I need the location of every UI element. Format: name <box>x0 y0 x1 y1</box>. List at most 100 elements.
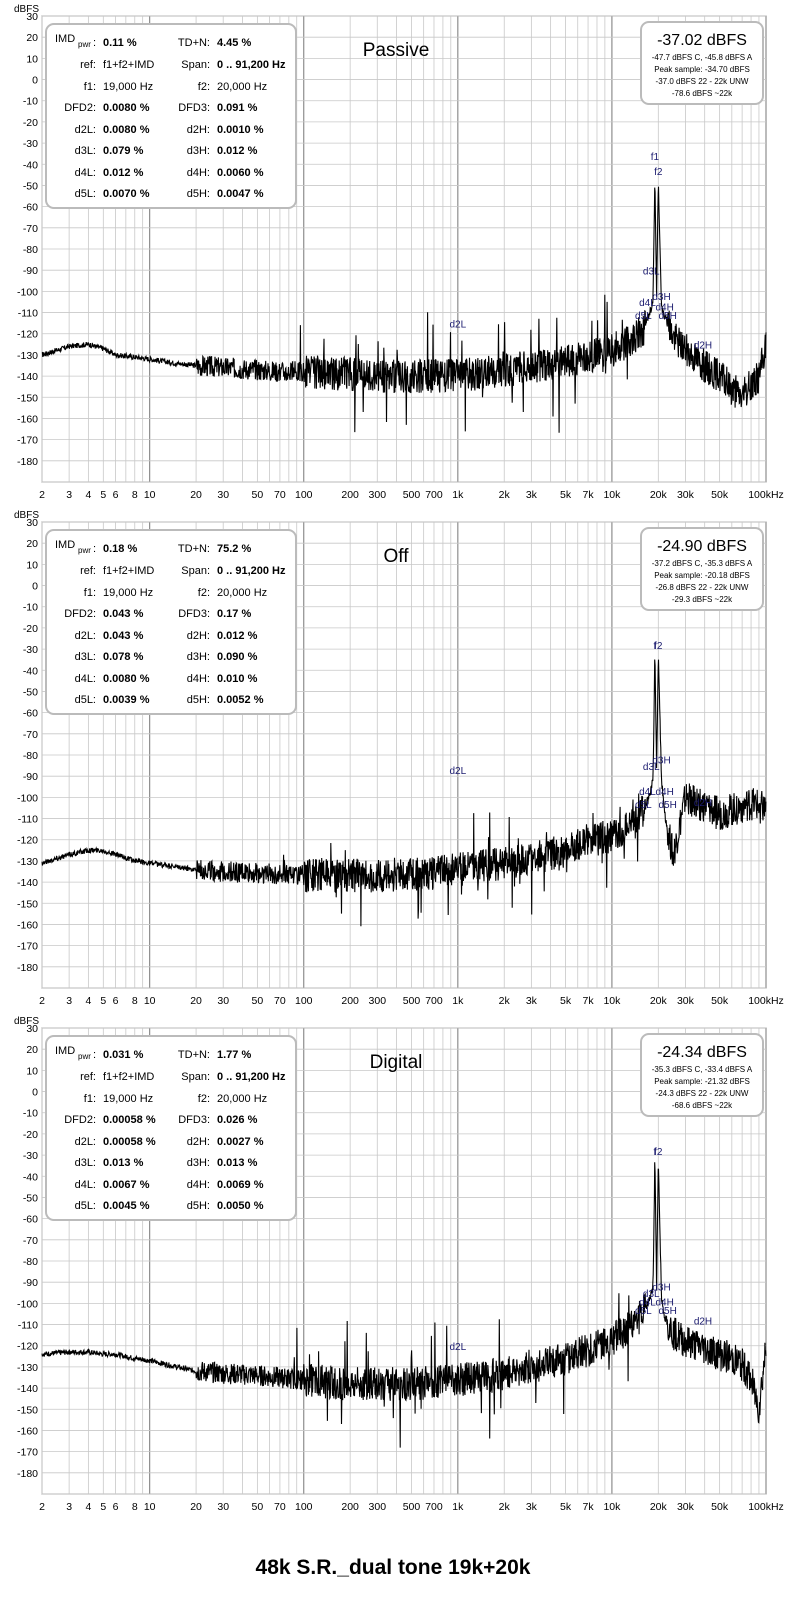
stat-value: f1+f2+IMD <box>103 59 154 71</box>
marker-d5h: d5H <box>658 800 676 811</box>
level-box: -37.02 dBFS -47.7 dBFS C, -45.8 dBFS A Pea… <box>640 21 764 105</box>
stat-label: d5H: <box>187 1200 210 1212</box>
x-tick-label: 10k <box>603 489 621 501</box>
stat-value: 0.0069 % <box>217 1179 264 1191</box>
stat-value: 75.2 % <box>217 543 251 555</box>
stat-label: d4H: <box>187 673 210 685</box>
marker-d3h: d3H <box>652 1283 670 1294</box>
marker-f: f <box>653 641 656 652</box>
y-tick-label: -40 <box>23 159 38 171</box>
y-tick-label: -80 <box>23 750 38 762</box>
x-tick-label: 7k <box>583 1501 595 1513</box>
x-tick-label: 1k <box>452 1501 464 1513</box>
stat-value: 0.0080 % <box>103 673 150 685</box>
x-tick-label: 70 <box>274 1501 286 1513</box>
stats-box-frame <box>45 23 297 209</box>
y-tick-label: -160 <box>17 919 38 931</box>
level-line: -37.2 dBFS C, -35.3 dBFS A <box>652 559 753 568</box>
stat-label: ref: <box>80 1071 96 1083</box>
x-tick-label: 1k <box>452 489 464 501</box>
y-tick-label: -110 <box>18 814 38 826</box>
y-tick-label: -140 <box>17 877 38 889</box>
marker-d4l: d4L <box>639 787 656 798</box>
y-tick-label: -140 <box>17 371 38 383</box>
chart-svg: dBFS3020100-10-20-30-40-50-60-70-80-90-1… <box>0 1012 786 1518</box>
stat-label: DFD2: <box>64 1114 96 1126</box>
x-tick-label: 300 <box>369 995 387 1007</box>
x-tick-label: 30 <box>217 995 229 1007</box>
y-tick-label: -50 <box>23 180 38 192</box>
y-tick-label: -140 <box>17 1383 38 1395</box>
level-box-frame <box>640 1033 764 1117</box>
marker-f2: f2 <box>654 1147 663 1158</box>
figure-caption: 48k S.R._dual tone 19k+20k <box>255 1556 531 1579</box>
y-tick-label: 0 <box>32 1087 38 1099</box>
x-tick-label: 7k <box>583 995 595 1007</box>
stat-value-imd: 0.11 % <box>103 37 137 49</box>
stat-label: d2H: <box>187 1136 210 1148</box>
x-tick-label: 5k <box>560 995 572 1007</box>
y-tick-label: -10 <box>23 1108 38 1120</box>
stat-label: d2L: <box>75 1136 96 1148</box>
y-tick-label: 0 <box>32 75 38 87</box>
x-tick-label: 20k <box>650 995 668 1007</box>
y-tick-label: -150 <box>17 1404 38 1416</box>
y-tick-label: -40 <box>23 1171 38 1183</box>
x-tick-label: 300 <box>369 1501 387 1513</box>
x-tick-label: 3k <box>526 995 538 1007</box>
y-tick-label: -170 <box>17 435 38 447</box>
marker-d5l: d5L <box>635 311 652 322</box>
stat-label: d3L: <box>75 1157 96 1169</box>
stat-label: d4H: <box>187 1179 210 1191</box>
spectrum-trace <box>41 1162 767 1448</box>
x-tick-label: 10k <box>603 995 621 1007</box>
x-tick-label: 50 <box>252 995 264 1007</box>
level-line: Peak sample: -21.32 dBFS <box>654 1077 750 1086</box>
stat-label: DFD3: <box>178 102 210 114</box>
y-tick-label: -180 <box>17 1468 38 1480</box>
stat-label: Span: <box>181 565 210 577</box>
x-tick-label: 700 <box>425 489 443 501</box>
stat-value: 0.0027 % <box>217 1136 264 1148</box>
y-tick-label: 10 <box>26 1065 38 1077</box>
stat-value: 0.043 % <box>103 608 144 620</box>
y-axis-label: dBFS <box>14 1016 39 1027</box>
chart-title: Digital <box>370 1052 423 1073</box>
y-tick-label: 10 <box>26 53 38 65</box>
x-tick-label: 5 <box>100 1501 106 1513</box>
x-tick-label: 50 <box>252 1501 264 1513</box>
stat-label: d5L: <box>75 694 96 706</box>
x-tick-label: 3k <box>526 489 538 501</box>
x-tick-label: 2k <box>499 1501 511 1513</box>
marker-d3l: d3L <box>643 1289 660 1300</box>
stat-value: 0 .. 91,200 Hz <box>217 565 286 577</box>
stat-label: f2: <box>198 587 210 599</box>
level-box-frame <box>640 21 764 105</box>
y-tick-label: -60 <box>23 202 38 214</box>
x-tick-label: 20 <box>190 995 202 1007</box>
y-tick-label: -90 <box>23 771 38 783</box>
x-tick-label: 100kHz <box>748 995 784 1007</box>
chart-panel-off: dBFS 30 20 10 0 -10 -20 -30 -40 -50 -60 -70 -80 -90 -1… <box>0 506 786 1012</box>
y-tick-label: -170 <box>17 1447 38 1459</box>
stat-label: d3H: <box>187 651 210 663</box>
y-tick-label: -100 <box>17 792 38 804</box>
stat-label-imd: IMD <box>55 1045 75 1057</box>
stat-label: DFD2: <box>64 102 96 114</box>
x-tick-label: 3 <box>66 489 72 501</box>
marker-d5l: d5L <box>635 800 652 811</box>
x-tick-label: 4 <box>85 489 91 501</box>
stat-label: d3H: <box>187 1157 210 1169</box>
marker-d4l: d4L <box>639 1297 656 1308</box>
x-tick-label: 4 <box>85 1501 91 1513</box>
stat-value: f1+f2+IMD <box>103 565 154 577</box>
stat-value: 0.012 % <box>217 145 258 157</box>
stat-label: d5L: <box>75 1200 96 1212</box>
x-tick-label: 100kHz <box>748 1501 784 1513</box>
y-tick-label: -130 <box>17 1362 38 1374</box>
stat-label: DFD3: <box>178 1114 210 1126</box>
marker-f: f <box>653 1147 656 1158</box>
x-tick-label: 5 <box>100 489 106 501</box>
stat-label: Span: <box>181 1071 210 1083</box>
x-tick-label: 3k <box>526 1501 538 1513</box>
